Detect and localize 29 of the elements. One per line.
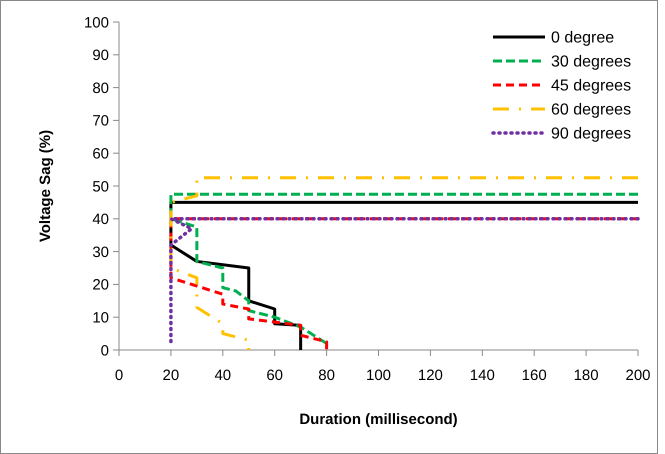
x-tick-label: 60 (266, 367, 284, 384)
y-tick-label: 0 (100, 342, 109, 360)
x-tick-label: 80 (318, 367, 335, 384)
x-tick-label: 100 (366, 367, 392, 384)
y-tick-label: 100 (84, 14, 109, 32)
legend-label: 60 degrees (551, 102, 632, 119)
y-tick-label: 80 (92, 80, 109, 97)
y-tick-label: 20 (92, 276, 109, 294)
x-tick-label: 180 (574, 367, 599, 384)
x-tick-label: 20 (162, 367, 180, 384)
legend-label: 90 degrees (551, 126, 632, 143)
y-tick-label: 30 (92, 244, 109, 261)
y-tick-label: 10 (92, 309, 109, 326)
y-axis-title: Voltage Sag (%) (37, 130, 54, 242)
x-tick-label: 120 (418, 367, 443, 384)
x-tick-label: 200 (625, 367, 651, 384)
y-tick-label: 50 (92, 178, 109, 196)
legend-label: 0 degree (551, 30, 614, 47)
x-axis-title: Duration (millisecond) (299, 411, 458, 428)
x-tick-label: 40 (214, 367, 232, 384)
y-tick-label: 40 (92, 211, 109, 228)
x-tick-label: 0 (114, 367, 124, 384)
y-tick-label: 60 (92, 145, 109, 162)
x-tick-label: 140 (470, 367, 495, 384)
y-tick-label: 70 (92, 112, 109, 130)
legend-label: 30 degrees (551, 54, 632, 71)
legend-label: 45 degrees (551, 78, 632, 95)
y-tick-label: 90 (92, 47, 109, 64)
x-tick-label: 160 (522, 367, 547, 384)
